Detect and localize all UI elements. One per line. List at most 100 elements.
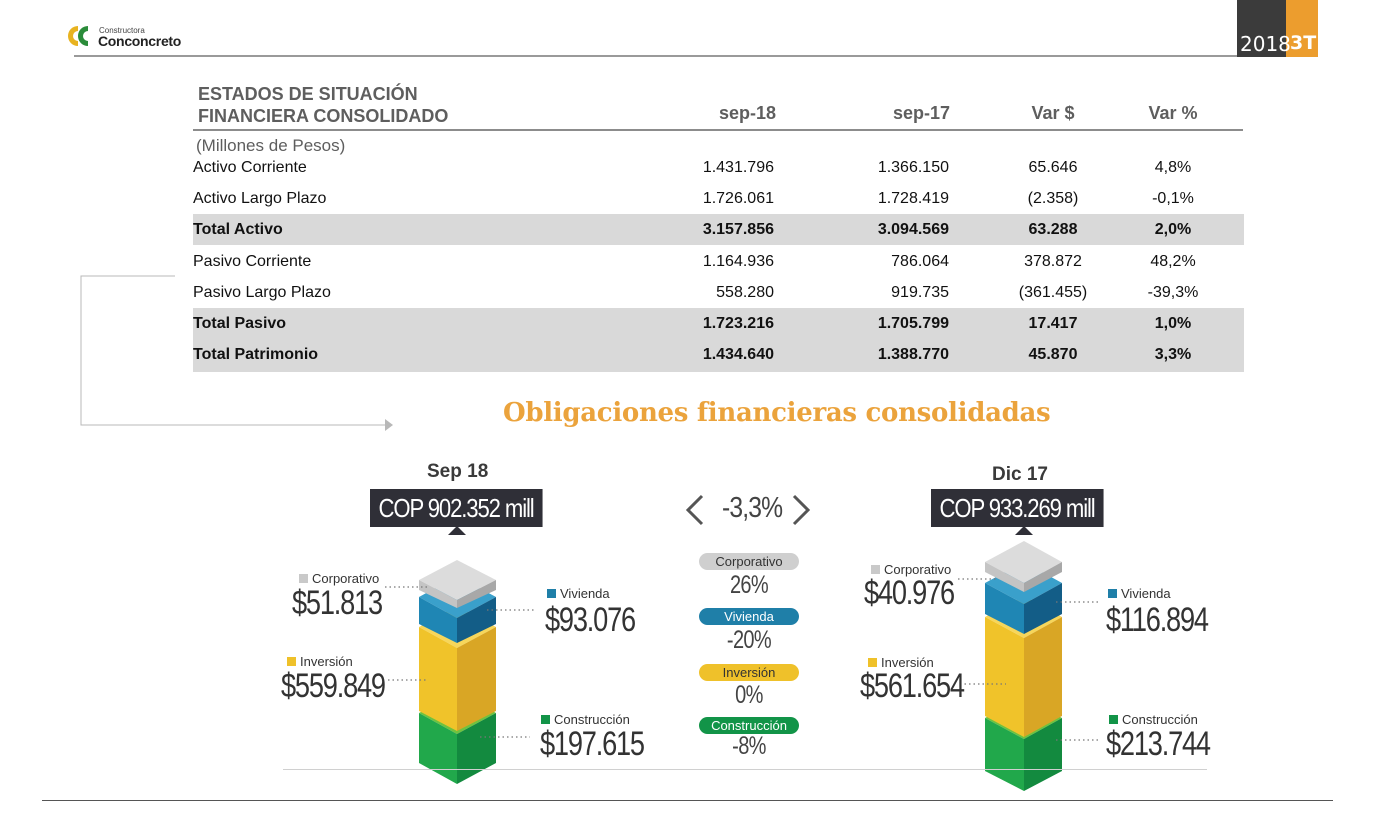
legend-construccion-right: Construcción [1109, 712, 1198, 727]
table-row-total: Total Patrimonio 1.434.640 1.388.770 45.… [193, 339, 1244, 372]
row-label: Total Pasivo [193, 315, 287, 332]
table-header-rule [193, 129, 1243, 131]
leader-lines [385, 578, 1098, 741]
cell-sep18: 558.280 [716, 284, 774, 301]
table-row: Activo Corriente 1.431.796 1.366.150 65.… [193, 152, 1244, 183]
legend-corporativo-right: Corporativo [871, 562, 951, 577]
col-header-sep17: sep-17 [892, 103, 950, 123]
cell-var-abs: 378.872 [1024, 253, 1082, 270]
logo-subtitle: Constructora [99, 26, 145, 35]
cell-var-abs: 65.646 [1028, 159, 1078, 176]
chevron-right-icon [792, 494, 811, 526]
stack-dic17 [985, 541, 1062, 791]
stack-sep18 [419, 560, 496, 784]
pct-corporativo: 26% [729, 571, 769, 599]
row-label: Total Patrimonio [193, 346, 319, 363]
year-label: 2018 [1240, 32, 1291, 56]
quarter-label: 3T [1290, 32, 1317, 54]
pct-inversion: 0% [735, 681, 763, 709]
legend-inversion-left: Inversión [287, 654, 353, 669]
pct-construccion: -8% [732, 732, 766, 760]
row-label: Total Activo [193, 221, 283, 238]
value-vivienda-left: $93.076 [545, 601, 636, 639]
cell-sep18: 3.157.856 [702, 221, 774, 238]
legend-vivienda-left: Vivienda [547, 586, 610, 601]
row-label: Activo Largo Plazo [193, 190, 327, 207]
cube-corporativo-right [985, 541, 1062, 592]
table-row-total: Total Activo 3.157.856 3.094.569 63.288 … [193, 214, 1244, 245]
cell-var-pct: 1,0% [1154, 315, 1192, 332]
callout-pointer-left [448, 526, 466, 535]
obligations-title: Obligaciones financieras consolidadas [503, 398, 1051, 428]
cell-var-pct: 2,0% [1154, 221, 1192, 238]
table-title-line2: FINANCIERA CONSOLIDADO [198, 106, 449, 126]
pill-corporativo: Corporativo [699, 553, 799, 570]
chart-baseline [283, 769, 1207, 770]
total-callout-left: COP 902.352 mill [370, 489, 543, 527]
cell-var-abs: 45.870 [1028, 346, 1078, 363]
cell-sep17: 1.728.419 [877, 190, 949, 207]
cell-var-abs: (361.455) [1018, 284, 1088, 301]
col-header-sep18: sep-18 [718, 103, 776, 123]
cell-var-pct: 48,2% [1150, 253, 1196, 270]
callout-pointer-right [1015, 526, 1033, 535]
legend-vivienda-right: Vivienda [1108, 586, 1171, 601]
pct-vivienda: -20% [726, 626, 772, 654]
table-title-line1: ESTADOS DE SITUACIÓN [198, 84, 418, 104]
cell-var-abs: 17.417 [1028, 315, 1078, 332]
value-vivienda-right: $116.894 [1106, 601, 1209, 639]
total-variation: -3,3% [722, 492, 783, 524]
cell-sep17: 3.094.569 [877, 221, 949, 238]
legend-construccion-left: Construcción [541, 712, 630, 727]
table-row: Pasivo Largo Plazo 558.280 919.735 (361.… [193, 277, 1244, 308]
row-label: Pasivo Corriente [193, 253, 312, 270]
cell-sep18: 1.723.216 [702, 315, 774, 332]
col-header-var-pct: Var % [1148, 103, 1198, 123]
header-rule [74, 55, 1238, 57]
legend-corporativo-left: Corporativo [299, 571, 379, 586]
table-row-total: Total Pasivo 1.723.216 1.705.799 17.417 … [193, 308, 1244, 339]
period-label-left: Sep 18 [427, 461, 489, 482]
cube-corporativo-left [419, 560, 496, 608]
table-units: (Millones de Pesos) [196, 136, 346, 155]
row-label: Pasivo Largo Plazo [193, 284, 331, 301]
cell-sep17: 786.064 [891, 253, 949, 270]
col-header-var-abs: Var $ [1031, 103, 1075, 123]
cell-var-abs: 63.288 [1028, 221, 1078, 238]
total-callout-right: COP 933.269 mill [931, 489, 1104, 527]
year-badge [1237, 0, 1286, 57]
cell-sep18: 1.726.061 [702, 190, 774, 207]
value-inversion-left: $559.849 [281, 667, 386, 705]
cell-sep17: 1.705.799 [877, 315, 949, 332]
connector-arrow [80, 275, 393, 431]
logo-name: Conconcreto [98, 33, 182, 49]
chevron-left-icon [685, 494, 704, 526]
cell-var-pct: 4,8% [1154, 159, 1192, 176]
pill-inversion: Inversión [699, 664, 799, 681]
pill-vivienda: Vivienda [699, 608, 799, 625]
table-row: Activo Largo Plazo 1.726.061 1.728.419 (… [193, 183, 1244, 214]
row-label: Activo Corriente [193, 159, 307, 176]
value-construccion-left: $197.615 [540, 725, 645, 763]
legend-inversion-right: Inversión [868, 655, 934, 670]
footer-rule [42, 800, 1333, 801]
cell-sep18: 1.431.796 [702, 159, 774, 176]
value-corporativo-left: $51.813 [292, 584, 383, 622]
quarter-badge [1286, 0, 1318, 57]
cell-var-pct: -0,1% [1152, 190, 1194, 207]
pill-construccion: Construcción [699, 717, 799, 734]
value-corporativo-right: $40.976 [864, 574, 955, 612]
value-construccion-right: $213.744 [1106, 725, 1211, 763]
value-inversion-right: $561.654 [860, 667, 965, 705]
cell-var-abs: (2.358) [1027, 190, 1079, 207]
cell-sep18: 1.434.640 [702, 346, 774, 363]
cell-sep17: 1.388.770 [877, 346, 949, 363]
cell-sep17: 1.366.150 [877, 159, 949, 176]
cell-sep18: 1.164.936 [702, 253, 774, 270]
table-row: Pasivo Corriente 1.164.936 786.064 378.8… [193, 246, 1244, 277]
cell-sep17: 919.735 [891, 284, 949, 301]
cell-var-pct: -39,3% [1147, 284, 1199, 301]
cell-var-pct: 3,3% [1154, 346, 1192, 363]
period-label-right: Dic 17 [992, 464, 1048, 485]
